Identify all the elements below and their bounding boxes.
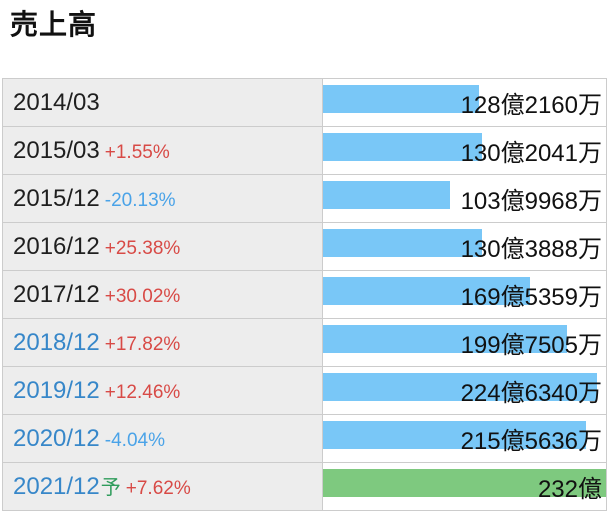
table-row: 2017/12 +30.02% 169億5359万 [3, 271, 606, 319]
bar-cell: 130億2041万 [323, 127, 606, 174]
table-row: 2016/12 +25.38% 130億3888万 [3, 223, 606, 271]
revenue-table: 2014/03 128億2160万 2015/03 +1.55% 130億204… [2, 78, 607, 511]
year-cell: 2015/03 +1.55% [3, 127, 323, 174]
revenue-bar [323, 325, 567, 353]
year-cell: 2020/12 -4.04% [3, 415, 323, 462]
table-row: 2019/12 +12.46% 224億6340万 [3, 367, 606, 415]
revenue-forecast-bar [323, 469, 606, 497]
fiscal-year-label: 2015/03 [13, 137, 100, 164]
revenue-value: 130億3888万 [460, 236, 602, 263]
change-percent: +7.62% [125, 478, 191, 499]
change-percent: +30.02% [104, 286, 181, 307]
revenue-bar [323, 181, 450, 209]
year-cell: 2021/12 予 +7.62% [3, 463, 323, 510]
year-cell: 2014/03 [3, 79, 323, 126]
year-cell: 2017/12 +30.02% [3, 271, 323, 318]
table-row: 2015/12 -20.13% 103億9968万 [3, 175, 606, 223]
bar-cell: 224億6340万 [323, 367, 606, 414]
revenue-value: 199億7505万 [460, 332, 602, 359]
revenue-value: 130億2041万 [460, 140, 602, 167]
table-row: 2015/03 +1.55% 130億2041万 [3, 127, 606, 175]
bar-cell: 169億5359万 [323, 271, 606, 318]
bar-cell: 128億2160万 [323, 79, 606, 126]
year-cell: 2016/12 +25.38% [3, 223, 323, 270]
year-cell: 2019/12 +12.46% [3, 367, 323, 414]
revenue-value: 169億5359万 [460, 284, 602, 311]
revenue-bar [323, 421, 586, 449]
bar-cell: 232億 [323, 463, 606, 510]
revenue-value: 224億6340万 [460, 380, 602, 407]
fiscal-year-link[interactable]: 2018/12 [13, 329, 100, 356]
revenue-value: 128億2160万 [460, 92, 602, 119]
revenue-bar [323, 133, 482, 161]
bar-cell: 130億3888万 [323, 223, 606, 270]
bar-cell: 199億7505万 [323, 319, 606, 366]
revenue-bar [323, 229, 483, 257]
fiscal-year-label: 2014/03 [13, 89, 100, 116]
revenue-value: 103億9968万 [460, 188, 602, 215]
change-percent: +17.82% [104, 334, 181, 355]
fiscal-year-label: 2017/12 [13, 281, 100, 308]
revenue-bar [323, 85, 480, 113]
forecast-mark: 予 [100, 477, 121, 499]
change-percent: +1.55% [104, 142, 170, 163]
fiscal-year-label: 2015/12 [13, 185, 100, 212]
revenue-value: 232億 [537, 476, 602, 503]
fiscal-year-link[interactable]: 2019/12 [13, 377, 100, 404]
revenue-bar [323, 373, 597, 401]
table-row: 2020/12 -4.04% 215億5636万 [3, 415, 606, 463]
year-cell: 2015/12 -20.13% [3, 175, 323, 222]
page-title: 売上高 [10, 9, 98, 40]
table-row: 2021/12 予 +7.62% 232億 [3, 463, 606, 511]
bar-cell: 103億9968万 [323, 175, 606, 222]
fiscal-year-link[interactable]: 2020/12 [13, 425, 100, 452]
bar-cell: 215億5636万 [323, 415, 606, 462]
table-row: 2014/03 128億2160万 [3, 79, 606, 127]
change-percent: +25.38% [104, 238, 181, 259]
change-percent: -4.04% [104, 430, 165, 451]
year-cell: 2018/12 +17.82% [3, 319, 323, 366]
revenue-value: 215億5636万 [460, 428, 602, 455]
change-percent: -20.13% [104, 190, 176, 211]
fiscal-year-label: 2016/12 [13, 233, 100, 260]
fiscal-year-link[interactable]: 2021/12 [13, 473, 100, 500]
revenue-bar [323, 277, 530, 305]
table-row: 2018/12 +17.82% 199億7505万 [3, 319, 606, 367]
change-percent: +12.46% [104, 382, 181, 403]
